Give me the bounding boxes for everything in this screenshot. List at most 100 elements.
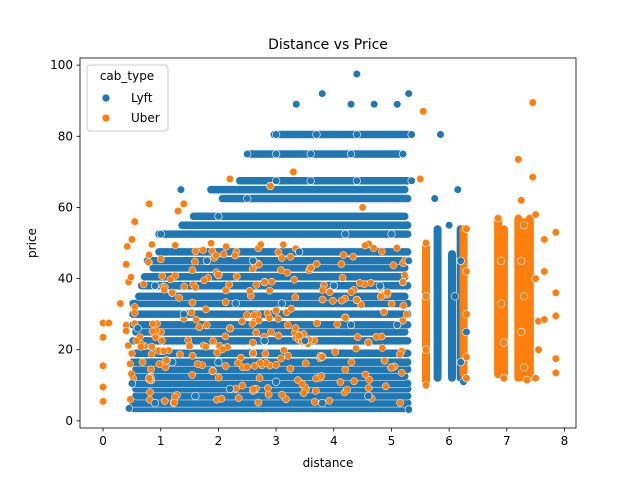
y-tick-label-100: 100 bbox=[50, 58, 73, 72]
uber-texture-point bbox=[213, 348, 222, 357]
uber-point-42 bbox=[462, 267, 471, 276]
uber-texture-point bbox=[347, 358, 356, 367]
y-tick-label-0: 0 bbox=[65, 414, 73, 428]
uber-texture-point bbox=[188, 371, 197, 379]
uber-point-13 bbox=[145, 374, 154, 383]
scatter-points bbox=[98, 69, 560, 414]
uber-point-67 bbox=[540, 267, 549, 276]
lyft-point-27 bbox=[387, 230, 396, 239]
uber-texture-point bbox=[350, 377, 358, 386]
uber-texture-point bbox=[298, 380, 307, 388]
uber-texture-point bbox=[160, 285, 169, 294]
uber-texture-point bbox=[372, 332, 381, 341]
uber-texture-point bbox=[347, 288, 355, 296]
uber-texture-point bbox=[311, 386, 320, 395]
lyft-band-23 bbox=[218, 194, 412, 203]
uber-texture-point bbox=[238, 381, 247, 390]
lyft-point-47 bbox=[318, 89, 327, 98]
uber-texture-point bbox=[287, 304, 296, 313]
uber-texture-point bbox=[221, 362, 230, 370]
uber-texture-point bbox=[397, 368, 406, 377]
uber-texture-point bbox=[147, 350, 156, 359]
uber-point-39 bbox=[421, 345, 431, 354]
x-tick-label-8: 8 bbox=[561, 434, 569, 448]
uber-texture-point bbox=[175, 293, 184, 302]
lyft-point-48 bbox=[346, 100, 356, 109]
uber-point-66 bbox=[540, 235, 549, 244]
uber-texture-point bbox=[389, 261, 398, 270]
uber-texture-point bbox=[221, 298, 230, 307]
uber-texture-point bbox=[261, 349, 270, 358]
lyft-point-30 bbox=[214, 212, 223, 221]
x-tick-label-7: 7 bbox=[503, 434, 511, 448]
uber-point-38 bbox=[421, 292, 431, 301]
uber-point-58 bbox=[522, 375, 532, 385]
uber-point-10 bbox=[145, 199, 154, 208]
uber-texture-point bbox=[256, 240, 265, 249]
lyft-point-49 bbox=[370, 100, 379, 109]
uber-texture-point bbox=[201, 305, 210, 314]
lyft-point-56 bbox=[456, 256, 465, 265]
uber-texture-point bbox=[299, 389, 308, 397]
uber-texture-point bbox=[361, 241, 369, 250]
uber-texture-point bbox=[252, 280, 261, 289]
uber-texture-point bbox=[325, 396, 334, 405]
uber-point-65 bbox=[531, 374, 540, 383]
uber-texture-point bbox=[336, 378, 345, 386]
lyft-point-36 bbox=[243, 149, 252, 159]
uber-texture-point bbox=[274, 314, 283, 323]
uber-point-24 bbox=[387, 363, 396, 372]
uber-point-17 bbox=[225, 324, 235, 333]
uber-point-68 bbox=[540, 315, 549, 324]
uber-point-44 bbox=[462, 352, 471, 361]
legend-marker-lyft bbox=[101, 93, 111, 103]
uber-point-48 bbox=[496, 299, 506, 308]
lyft-point-2 bbox=[191, 391, 200, 401]
uber-point-16 bbox=[208, 366, 217, 376]
lyft-point-22 bbox=[150, 281, 160, 290]
uber-texture-point bbox=[325, 288, 334, 296]
uber-point-33 bbox=[289, 167, 298, 176]
uber-texture-point bbox=[161, 363, 170, 372]
uber-point-57 bbox=[519, 363, 529, 372]
uber-point-62 bbox=[531, 274, 540, 283]
uber-point-60 bbox=[528, 173, 537, 182]
uber-texture-point bbox=[277, 354, 285, 363]
y-axis-ticks: 0 20 40 60 80 100 bbox=[50, 58, 80, 428]
lyft-point-41 bbox=[271, 130, 281, 139]
uber-texture-point bbox=[252, 328, 260, 337]
uber-texture-point bbox=[338, 273, 347, 282]
uber-texture-point bbox=[398, 316, 407, 325]
lyft-point-3 bbox=[225, 384, 235, 393]
lyft-point-19 bbox=[329, 281, 338, 290]
y-tick-label-80: 80 bbox=[58, 129, 73, 143]
uber-texture-point bbox=[171, 241, 180, 250]
uber-texture-point bbox=[376, 292, 385, 301]
uber-texture-point bbox=[243, 311, 251, 319]
uber-point-4 bbox=[98, 397, 108, 406]
uber-texture-point bbox=[180, 282, 189, 291]
uber-texture-point bbox=[365, 375, 374, 384]
uber-texture-point bbox=[286, 364, 295, 373]
uber-texture-point bbox=[283, 321, 292, 329]
uber-texture-point bbox=[192, 315, 200, 324]
uber-point-9 bbox=[130, 217, 139, 226]
y-tick-label-40: 40 bbox=[58, 272, 73, 286]
uber-texture-point bbox=[381, 382, 390, 391]
uber-texture-point bbox=[231, 251, 239, 260]
lyft-band-9 bbox=[128, 336, 412, 346]
uber-texture-point bbox=[193, 360, 202, 368]
lyft-point-14 bbox=[393, 320, 402, 329]
uber-texture-point bbox=[264, 390, 273, 399]
uber-texture-point bbox=[254, 316, 263, 325]
uber-texture-point bbox=[221, 332, 230, 341]
uber-texture-point bbox=[145, 250, 153, 259]
uber-texture-point bbox=[124, 341, 133, 350]
lyft-point-42 bbox=[312, 130, 321, 139]
uber-texture-point bbox=[127, 349, 136, 358]
uber-point-53 bbox=[519, 221, 529, 230]
uber-texture-point bbox=[191, 247, 200, 256]
uber-texture-point bbox=[148, 240, 156, 249]
uber-texture-point bbox=[234, 359, 242, 367]
lyft-band-27 bbox=[270, 130, 412, 139]
